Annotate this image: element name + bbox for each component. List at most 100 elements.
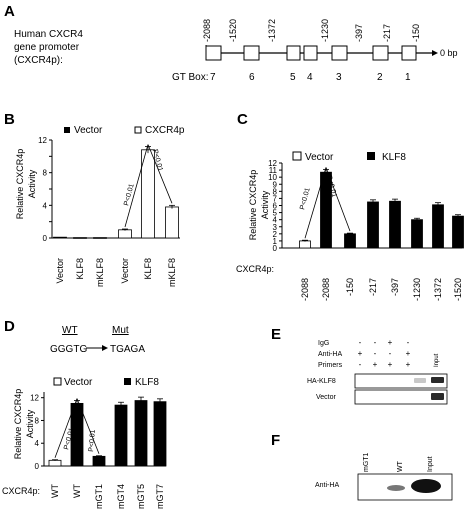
sign-cell: + <box>406 349 411 358</box>
chart-d-category-label: WT <box>72 484 82 498</box>
panel-d-letter: D <box>4 318 15 335</box>
pval-d-2: P<0.01 <box>88 429 97 452</box>
chart-d-bar <box>92 455 106 467</box>
chart-c-category-label: -150 <box>345 278 355 296</box>
chart-c-bar <box>389 200 401 249</box>
chart-c-significance-line <box>325 167 351 232</box>
legend-d-vector-swatch <box>53 377 62 386</box>
gt-number-5: 5 <box>290 72 296 83</box>
position-label-397: -397 <box>354 24 364 42</box>
sign-cell: + <box>388 338 393 347</box>
panel-c-x-prefix: CXCR4p: <box>236 264 274 274</box>
chart-c-category-label: -1230 <box>412 278 422 301</box>
chart-b: 0 4 8 12 Vector KLF8 mKLF8 Vector KLF8 mKLF8 <box>38 136 180 287</box>
gt-box-row-label: GT Box: <box>172 72 209 83</box>
panel-f-letter: F <box>271 432 280 449</box>
panel-d-ylabel-line-1: Relative CXCR4p <box>13 389 23 460</box>
chart-d-bar <box>48 459 62 467</box>
panel-a-title-line-1: Human CXCR4 <box>14 29 83 40</box>
chart-d-category-label: mGT5 <box>136 484 146 509</box>
panel-e: E IgG Anti-HA Primers - - + - + - - + - + + + Input… <box>271 326 448 405</box>
chart-c-category-label: -217 <box>368 278 378 296</box>
pval-c-1: P<0.01 <box>299 187 312 211</box>
legend-b-vector-swatch <box>64 127 70 133</box>
gt-number-2: 2 <box>377 72 383 83</box>
gt-number-7: 7 <box>210 72 216 83</box>
panel-a-title-line-2: gene promoter <box>14 42 80 53</box>
panel-b-ylabel-line-1: Relative CXCR4p <box>15 149 25 220</box>
sign-cell: + <box>406 360 411 369</box>
sign-grid-e: - - + - + - - + - + + + <box>358 338 411 369</box>
blot-frame-ha-klf8 <box>354 373 448 389</box>
lane-label-wt: WT <box>397 460 404 472</box>
chart-d-category-label: WT <box>50 484 60 498</box>
chart-b-bar <box>141 149 155 239</box>
promoter-arrow <box>432 50 438 56</box>
chart-c-y-tick-label: 1 <box>273 237 278 246</box>
gt-box-1 <box>401 45 417 61</box>
legend-b-vector-label: Vector <box>74 125 103 136</box>
chart-c-y-tick-label: 12 <box>268 159 277 168</box>
chart-c-category-label: -1520 <box>453 278 463 301</box>
legend-d-vector-label: Vector <box>64 377 93 388</box>
legend-c-vector-label: Vector <box>305 152 334 163</box>
legend-c-klf8-swatch <box>367 152 375 160</box>
panel-e-letter: E <box>271 326 281 343</box>
chart-d-y-tick-label: 0 <box>35 462 40 471</box>
chart-d-bar <box>114 404 128 467</box>
panel-a-letter: A <box>4 3 15 20</box>
panel-d: D WT Mut GGGTG TGAGA Vector KLF8 Relativ… <box>2 318 167 509</box>
chart-d-y-tick-label: 8 <box>35 416 40 425</box>
chart-b-category-label: KLF8 <box>75 258 85 280</box>
mutation-arrow-head <box>102 345 108 351</box>
chart-b-bar <box>118 229 132 239</box>
chart-d-significance-line <box>76 398 100 454</box>
chart-b-bar <box>53 236 67 239</box>
position-label-1230: -1230 <box>320 19 330 42</box>
position-label-1520: -1520 <box>228 19 238 42</box>
input-label-e: Input <box>434 353 440 367</box>
position-label-1372: -1372 <box>267 19 277 42</box>
chart-c-category-label: -2088 <box>300 278 310 301</box>
panel-c-ylabel-line-1: Relative CXCR4p <box>248 170 258 241</box>
sign-cell: - <box>407 338 410 347</box>
blot-label-vector: Vector <box>316 394 337 401</box>
sign-cell: - <box>359 360 362 369</box>
chart-c-bar <box>432 204 444 249</box>
chart-c-significance-line <box>304 167 327 239</box>
panel-c: C Vector KLF8 Relative CXCR4p Activity 0… <box>236 111 464 301</box>
chart-b-y-tick-label: 8 <box>43 169 48 178</box>
panel-b-ylabel-line-2: Activity <box>27 169 37 198</box>
chart-d-significance-line <box>54 398 78 458</box>
gt-number-3: 3 <box>336 72 342 83</box>
chart-d-y-tick-label: 4 <box>35 439 40 448</box>
mut-heading: Mut <box>112 325 129 336</box>
chart-b-category-label: mKLF8 <box>95 258 105 287</box>
legend-d-klf8-label: KLF8 <box>135 377 159 388</box>
chart-c-category-label: -397 <box>390 278 400 296</box>
sign-cell: - <box>374 349 377 358</box>
panel-c-letter: C <box>237 111 248 128</box>
panel-a: A Human CXCR4 gene promoter (CXCR4p): -2… <box>4 3 458 83</box>
chart-c-bar <box>367 201 379 249</box>
gt-number-4: 4 <box>307 72 313 83</box>
legend-b-cxcr4p-swatch <box>134 126 142 134</box>
chart-c-y-tick-label: 8 <box>273 187 278 196</box>
chart-b-category-label: mKLF8 <box>167 258 177 287</box>
chart-b-category-label: Vector <box>55 258 65 284</box>
sign-cell: + <box>388 360 393 369</box>
row-label-primers: Primers <box>318 362 343 369</box>
chart-c-bar <box>411 219 423 249</box>
chart-c-y-tick-label: 6 <box>273 202 278 211</box>
band-f-input <box>411 479 441 493</box>
chart-c-category-label: -1372 <box>433 278 443 301</box>
lane-label-mgt1: mGT1 <box>363 452 370 472</box>
position-label-217: -217 <box>382 24 392 42</box>
gt-box-6 <box>243 45 260 61</box>
blot-frame-vector <box>354 389 448 405</box>
chart-d: 0 4 8 12 WT WT mGT1 mGT4 mGT5 mGT7 <box>30 392 167 509</box>
chart-b-category-label: Vector <box>120 258 130 284</box>
chart-b-category-label: KLF8 <box>143 258 153 280</box>
